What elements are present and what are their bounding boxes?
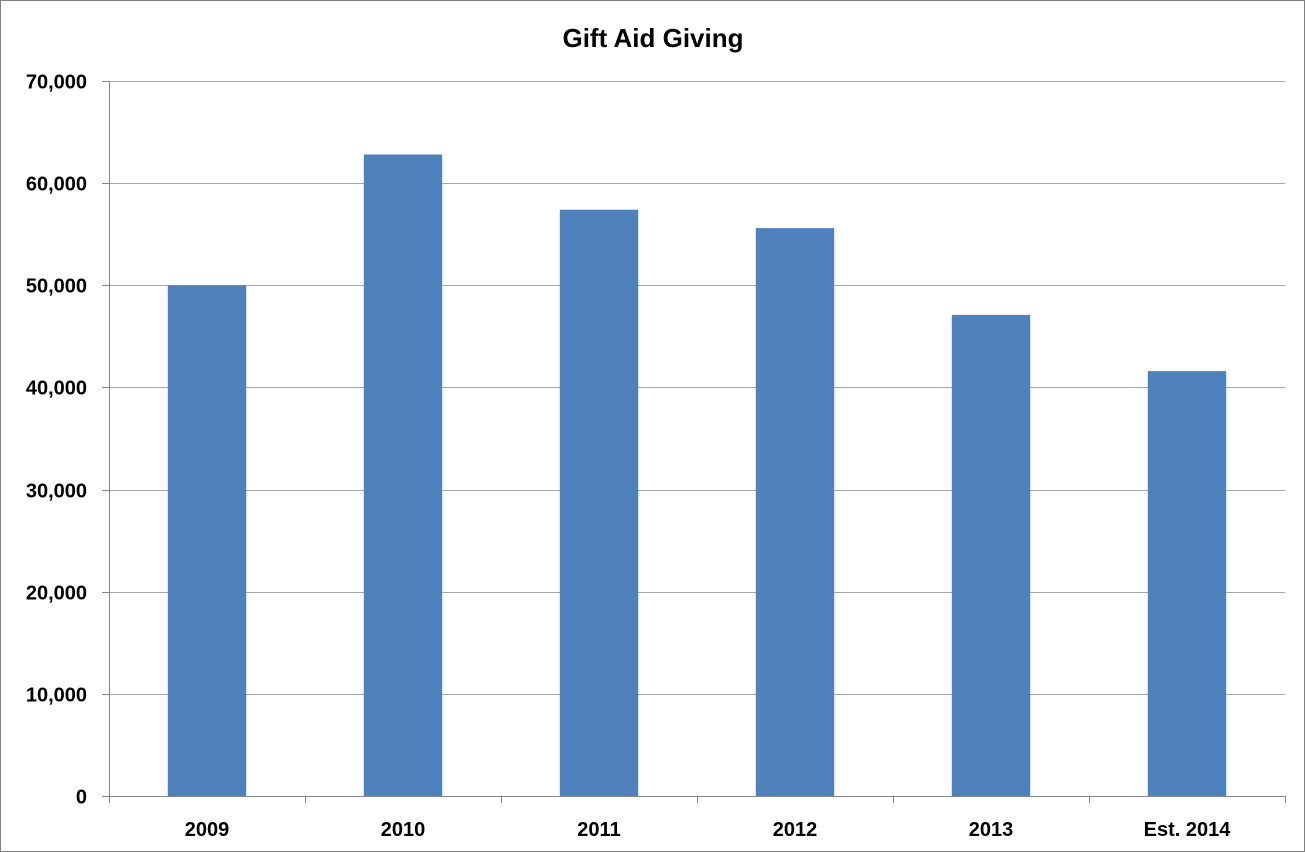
gridlines: [109, 81, 1285, 695]
bars: [167, 154, 1227, 797]
y-axis-tick-labels: 0 10,000 20,000 30,000 40,000 50,000 60,000 70,…: [26, 72, 87, 809]
y-tick-label: 10,000: [26, 685, 87, 707]
x-tick-label: 2010: [381, 819, 426, 841]
bar: [755, 228, 835, 797]
bar: [363, 154, 443, 796]
y-tick-label: 50,000: [26, 276, 87, 298]
y-tick-label: 0: [76, 787, 87, 809]
y-tick-label: 40,000: [26, 378, 87, 400]
bar: [167, 285, 247, 796]
axes: [102, 81, 1286, 803]
x-tick-label: 2011: [577, 819, 620, 841]
chart-title: Gift Aid Giving: [562, 23, 743, 53]
x-axis-tick-labels: 2009 2010 2011 2012 2013 Est. 2014: [185, 819, 1231, 841]
bar: [1147, 371, 1227, 796]
y-tick-label: 70,000: [26, 72, 87, 94]
x-tick-label: Est. 2014: [1144, 819, 1232, 841]
bar: [951, 314, 1031, 796]
y-tick-label: 20,000: [26, 583, 87, 605]
y-tick-label: 30,000: [26, 481, 87, 503]
y-tick-label: 60,000: [26, 174, 87, 196]
x-tick-label: 2013: [969, 819, 1014, 841]
x-tick-label: 2012: [773, 819, 818, 841]
bar: [559, 209, 639, 796]
x-tick-label: 2009: [185, 819, 230, 841]
